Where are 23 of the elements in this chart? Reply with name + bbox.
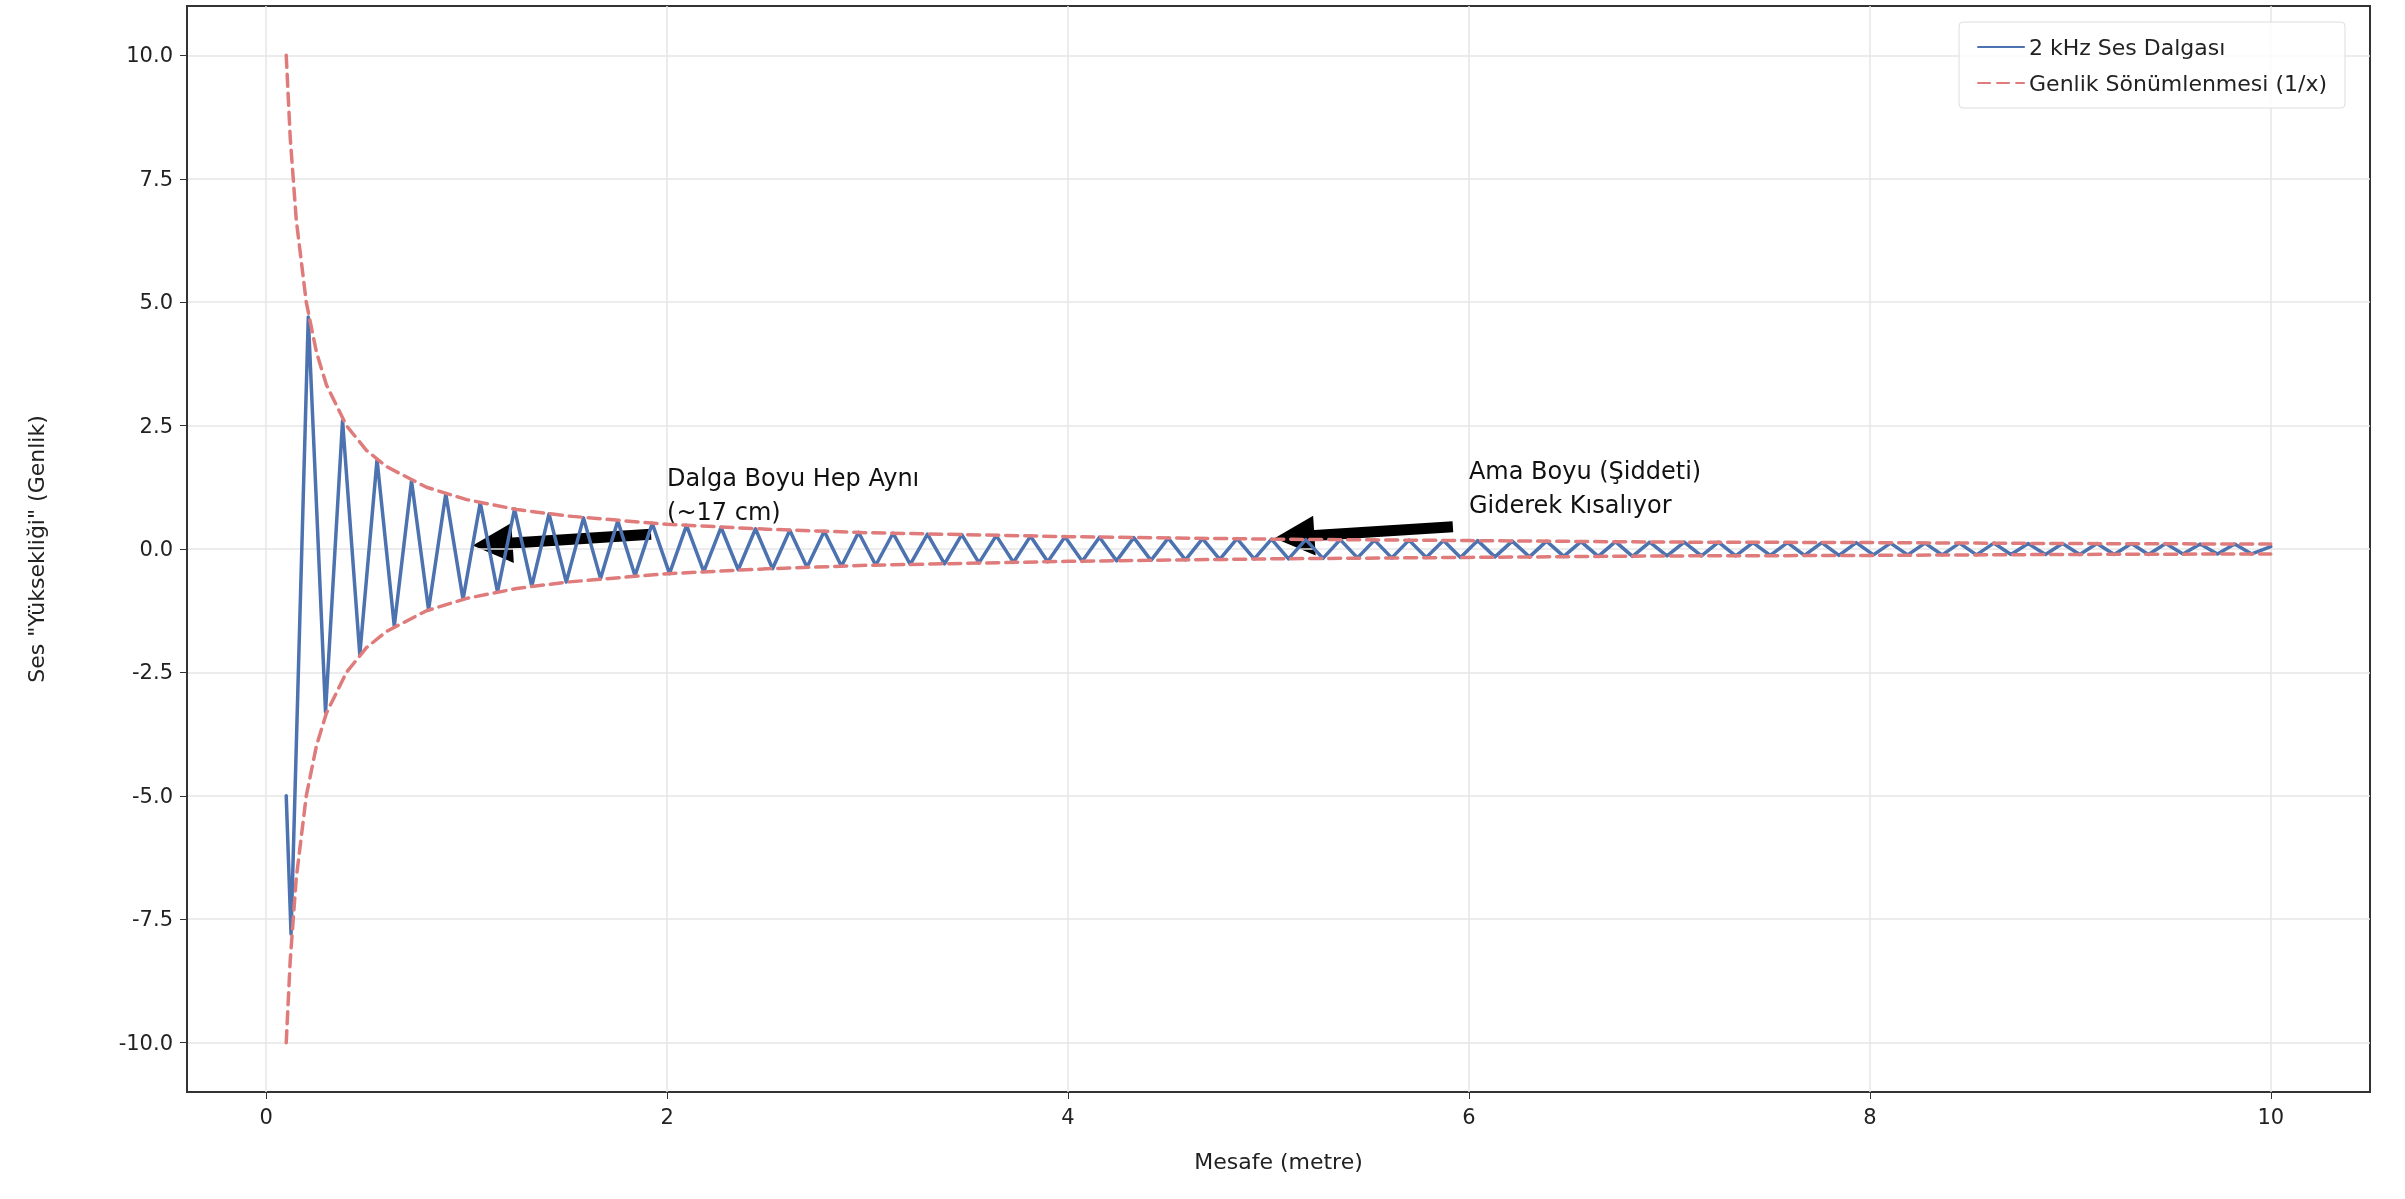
y-tick-label: -2.5	[132, 660, 173, 685]
x-tick-label: 6	[1462, 1104, 1476, 1129]
legend-label: 2 kHz Ses Dalgası	[2029, 34, 2226, 60]
y-tick-label: 7.5	[139, 166, 173, 191]
y-tick-label: -10.0	[118, 1030, 173, 1055]
annotation: Dalga Boyu Hep Aynı (~17 cm)	[667, 464, 920, 527]
line-series	[284, 552, 2273, 1045]
y-tick-label: 10.0	[126, 43, 173, 68]
y-tick-label: -7.5	[132, 907, 173, 932]
y-tick-label: 2.5	[139, 413, 173, 438]
x-axis-title: Mesafe (metre)	[1194, 1148, 1363, 1174]
line-series	[284, 315, 2273, 936]
legend-label: Genlik Sönümlenmesi (1/x)	[2029, 70, 2328, 96]
y-tick-label: 0.0	[139, 537, 173, 561]
y-tick-label: 5.0	[139, 290, 173, 315]
y-tick-label: -5.0	[132, 783, 173, 808]
x-tick-label: 0	[259, 1104, 273, 1129]
x-tick-label: 10	[2257, 1104, 2285, 1129]
x-tick-label: 4	[1061, 1104, 1075, 1129]
x-tick-label: 8	[1863, 1104, 1877, 1129]
x-tick-label: 2	[660, 1104, 674, 1129]
y-axis-title: Ses "Yüksekliği" (Genlik)	[23, 415, 49, 683]
annotation: Ama Boyu (Şiddeti) Giderek Kısalıyor	[1468, 456, 1702, 519]
